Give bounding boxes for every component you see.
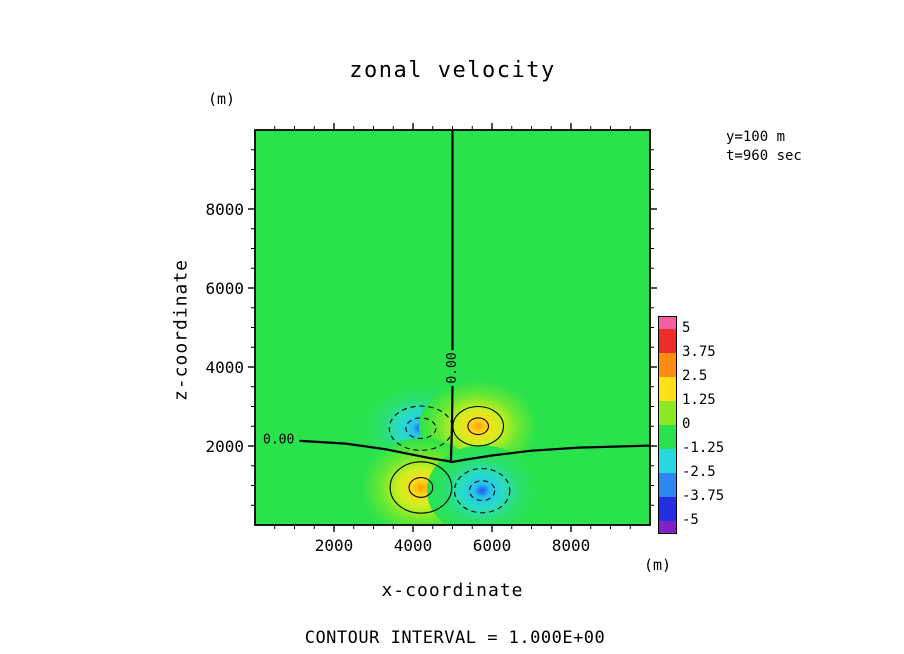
colorbar-segment xyxy=(659,317,676,329)
colorbar-segment xyxy=(659,425,676,449)
annotation-time: t=960 sec xyxy=(726,148,802,164)
colorbar-segment xyxy=(659,353,676,377)
positive-cell-lower-left-contour xyxy=(389,461,453,514)
zero-contour-label: 0.00 xyxy=(263,433,294,448)
x-tick-label: 6000 xyxy=(472,536,512,555)
zero-contour-label: 0.00 xyxy=(445,352,460,383)
colorbar-tick-label: 5 xyxy=(682,320,691,336)
x-axis-title: x-coordinate xyxy=(381,580,524,601)
y-axis-unit-label: (m) xyxy=(208,90,236,108)
x-axis-unit-label: (m) xyxy=(644,556,672,574)
y-tick-label: 8000 xyxy=(205,200,244,219)
colorbar-segment xyxy=(659,449,676,473)
plot-frame xyxy=(254,129,651,526)
x-tick-label: 8000 xyxy=(551,536,591,555)
colorbar-segment xyxy=(659,377,676,401)
negative-cell-upper-left-contour xyxy=(405,417,437,440)
y-axis-title: z-coordinate xyxy=(170,258,192,402)
negative-cell-lower-right-contour xyxy=(468,480,496,502)
colorbar-tick-label: -2.5 xyxy=(682,464,716,480)
contour-plot-svg: 0.00 0.00 xyxy=(248,123,657,532)
colorbar-tick-label: 3.75 xyxy=(682,344,716,360)
vertical-zero-line xyxy=(449,385,454,463)
contour-interval-note: CONTOUR INTERVAL = 1.000E+00 xyxy=(304,628,606,648)
negative-cell-lower-right-contour xyxy=(453,467,511,514)
colorbar-tick-label: 1.25 xyxy=(682,392,716,408)
contour-plot: 0.00 0.00 xyxy=(245,120,660,535)
colorbar-tick-label: -1.25 xyxy=(682,440,725,456)
chart-title: zonal velocity xyxy=(349,58,556,83)
colorbar-tick-label: 0 xyxy=(682,416,691,432)
positive-cell-upper-right-contour xyxy=(467,417,489,436)
y-tick-label: 4000 xyxy=(205,358,244,377)
y-tick-label: 6000 xyxy=(205,279,244,298)
colorbar-segment xyxy=(659,473,676,497)
colorbar-segment xyxy=(659,521,676,533)
colorbar-tick-label: 2.5 xyxy=(682,368,708,384)
colorbar xyxy=(658,316,677,534)
x-tick-label: 4000 xyxy=(393,536,433,555)
horizontal-zero-line xyxy=(299,439,650,464)
annotation-y-slice: y=100 m xyxy=(726,129,786,145)
colorbar-segment xyxy=(659,497,676,521)
colorbar-segment xyxy=(659,329,676,353)
y-tick-label: 2000 xyxy=(205,437,244,456)
negative-cell-lower-right-fill xyxy=(426,445,538,525)
x-tick-label: 2000 xyxy=(314,536,354,555)
colorbar-segment xyxy=(659,401,676,425)
colorbar-tick-label: -3.75 xyxy=(682,488,725,504)
positive-cell-lower-left-contour xyxy=(408,477,434,498)
colorbar-tick-label: -5 xyxy=(682,512,699,528)
